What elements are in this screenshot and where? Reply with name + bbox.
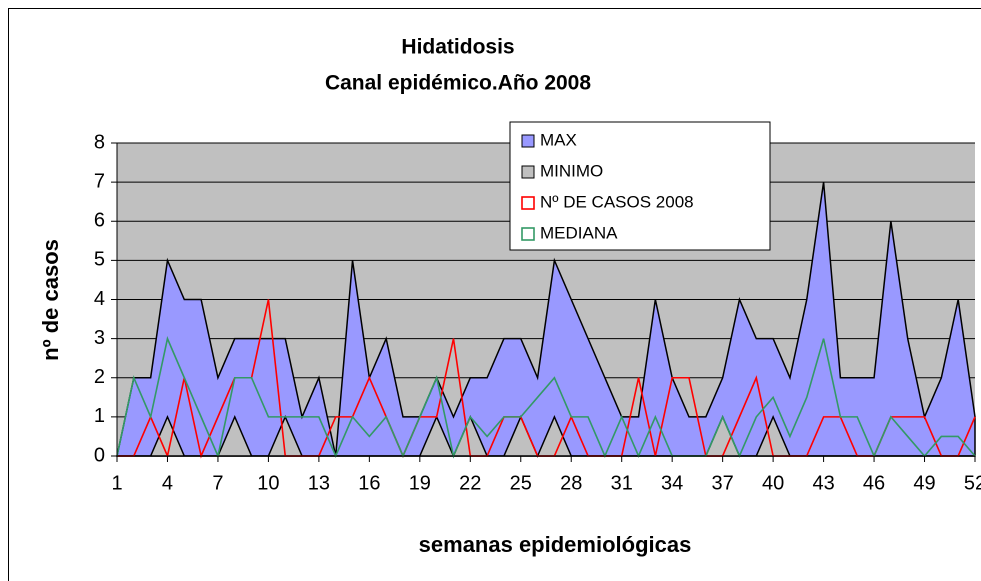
y-tick-label: 8 [94, 131, 105, 153]
x-tick-label: 13 [308, 472, 330, 494]
x-tick-label: 1 [111, 472, 122, 494]
x-tick-label: 16 [358, 472, 380, 494]
line [116, 336, 976, 459]
y-tick-label: 4 [94, 288, 105, 310]
y-tick-label: 7 [94, 170, 105, 192]
legend-swatch [521, 196, 535, 210]
x-tick-label: 46 [863, 472, 885, 494]
legend-label: MEDIANA [540, 223, 618, 242]
x-tick-label: 25 [510, 472, 532, 494]
x-tick-label: 52 [964, 472, 981, 494]
chart-title: Hidatidosis [401, 36, 514, 59]
chart-subtitle: Canal epidémico.Año 2008 [325, 72, 591, 95]
x-tick-label: 40 [762, 472, 784, 494]
y-tick-label: 5 [94, 249, 105, 271]
y-tick-label: 6 [94, 210, 105, 232]
x-tick-label: 49 [913, 472, 935, 494]
legend-swatch [521, 227, 535, 241]
x-tick-label: 43 [812, 472, 834, 494]
area [116, 182, 976, 457]
y-tick-label: 3 [94, 327, 105, 349]
legend-box [509, 121, 771, 251]
x-tick-label: 28 [560, 472, 582, 494]
legend-label: MAX [540, 130, 577, 149]
legend-swatch [521, 165, 535, 179]
y-tick-label: 2 [94, 366, 105, 388]
y-tick-label: 1 [94, 405, 105, 427]
x-axis-label: semanas epidemiológicas [419, 532, 692, 557]
x-tick-label: 10 [257, 472, 279, 494]
x-tick-label: 22 [459, 472, 481, 494]
y-tick-label: 0 [94, 444, 105, 466]
legend-label: MINIMO [540, 161, 603, 180]
x-tick-label: 4 [162, 472, 173, 494]
legend-swatch [521, 134, 535, 148]
x-tick-label: 31 [611, 472, 633, 494]
x-tick-label: 19 [409, 472, 431, 494]
y-axis-label: nº de casos [38, 239, 63, 361]
x-tick-label: 34 [661, 472, 683, 494]
x-tick-label: 7 [212, 472, 223, 494]
x-tick-label: 37 [712, 472, 734, 494]
legend-label: Nº DE CASOS 2008 [540, 192, 694, 211]
